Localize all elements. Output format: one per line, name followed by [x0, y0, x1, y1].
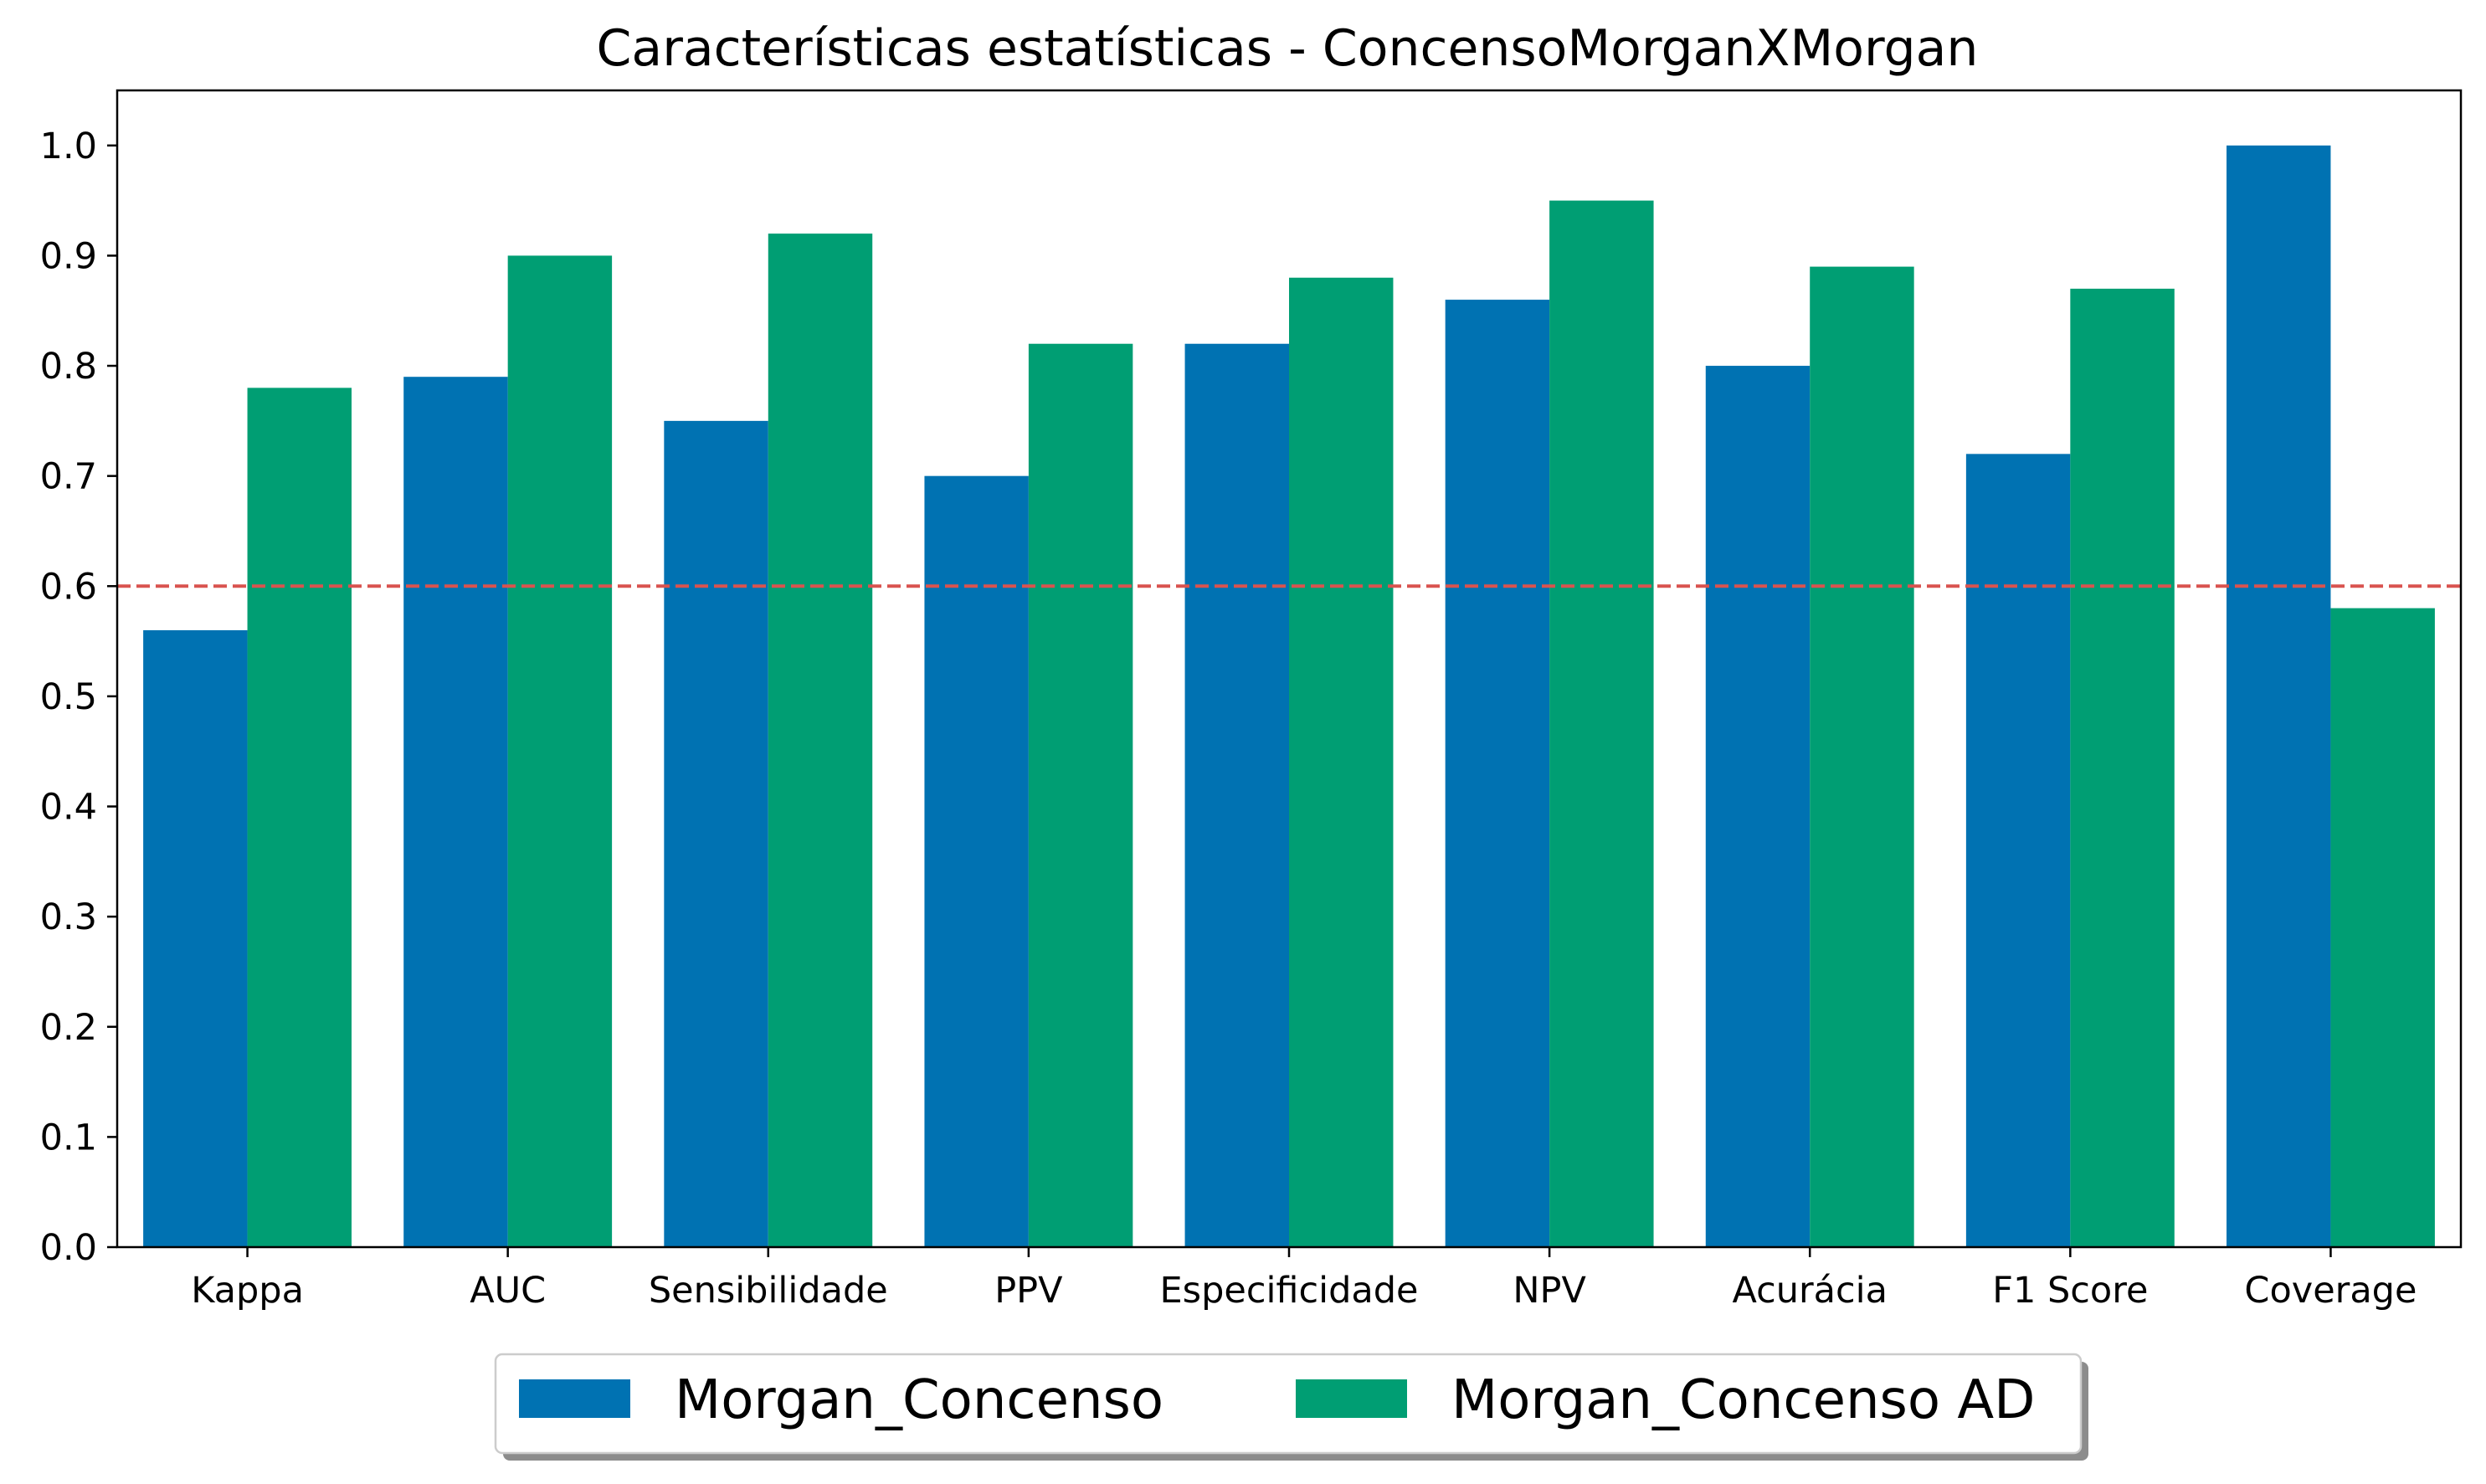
- bar-morgan-concenso-kappa: [143, 629, 248, 1247]
- y-tick-label: 0.1: [40, 1117, 97, 1158]
- bar-morgan-concenso-ad-ppv: [1028, 343, 1133, 1247]
- x-tick-label: Especificidade: [1160, 1270, 1419, 1312]
- y-tick-label: 0.4: [40, 787, 97, 829]
- bar-morgan-concenso-ppv: [924, 475, 1029, 1247]
- x-tick-label: NPV: [1513, 1270, 1586, 1312]
- bars-group: [143, 145, 2435, 1248]
- y-tick-label: 0.5: [40, 676, 97, 718]
- bar-morgan-concenso-auc: [403, 377, 508, 1248]
- bar-morgan-concenso-ad-especificidade: [1289, 277, 1394, 1247]
- x-tick-label: Kappa: [191, 1270, 304, 1312]
- bar-morgan-concenso-acuracia: [1705, 366, 1811, 1247]
- bar-morgan-concenso-npv: [1445, 300, 1550, 1248]
- x-tick-label: F1 Score: [1992, 1270, 2148, 1312]
- y-tick-label: 1.0: [40, 126, 97, 167]
- axes-group: 0.0 0.1 0.2 0.3 0.4 0.5 0.6 0.7 0.8 0.9 1.0 Kappa AU…: [40, 89, 2463, 1312]
- bar-morgan-concenso-ad-npv: [1549, 200, 1654, 1248]
- y-tick-label: 0.9: [40, 235, 97, 277]
- bar-morgan-concenso-ad-sensibilidade: [768, 234, 873, 1248]
- bar-morgan-concenso-ad-f1-score: [2070, 288, 2175, 1247]
- legend-label-morgan-concenso-ad: Morgan_Concenso AD: [1451, 1369, 2035, 1431]
- x-tick-label: PPV: [994, 1270, 1063, 1312]
- legend-box: [494, 1353, 2083, 1455]
- y-tick-label: 0.2: [40, 1007, 97, 1049]
- y-tick-label: 0.8: [40, 346, 97, 388]
- legend: Morgan_Concenso Morgan_Concenso AD: [494, 1353, 2088, 1461]
- x-tick-label: AUC: [470, 1270, 546, 1312]
- y-tick-label: 0.6: [40, 566, 97, 608]
- bar-morgan-concenso-sensibilidade: [664, 420, 768, 1247]
- bar-morgan-concenso-coverage: [2227, 145, 2331, 1247]
- bar-morgan-concenso-ad-coverage: [2330, 608, 2435, 1247]
- legend-swatch-morgan-concenso-ad: [1296, 1379, 1407, 1418]
- x-tick-label: Acurácia: [1732, 1270, 1888, 1312]
- legend-swatch-morgan-concenso: [519, 1379, 630, 1418]
- bar-morgan-concenso-ad-acuracia: [1810, 266, 1914, 1248]
- y-tick-label: 0.0: [40, 1227, 97, 1269]
- bar-morgan-concenso-f1-score: [1965, 454, 2071, 1247]
- legend-label-morgan-concenso: Morgan_Concenso: [675, 1369, 1163, 1431]
- y-tick-label: 0.3: [40, 896, 97, 938]
- bar-morgan-concenso-ad-auc: [507, 255, 613, 1247]
- x-tick-label: Coverage: [2244, 1270, 2417, 1312]
- chart-title: Características estatísticas - ConcensoM…: [597, 19, 1979, 78]
- y-tick-label: 0.7: [40, 456, 97, 498]
- bar-morgan-concenso-especificidade: [1184, 343, 1289, 1247]
- bar-morgan-concenso-ad-kappa: [247, 388, 352, 1247]
- x-tick-label: Sensibilidade: [649, 1270, 888, 1312]
